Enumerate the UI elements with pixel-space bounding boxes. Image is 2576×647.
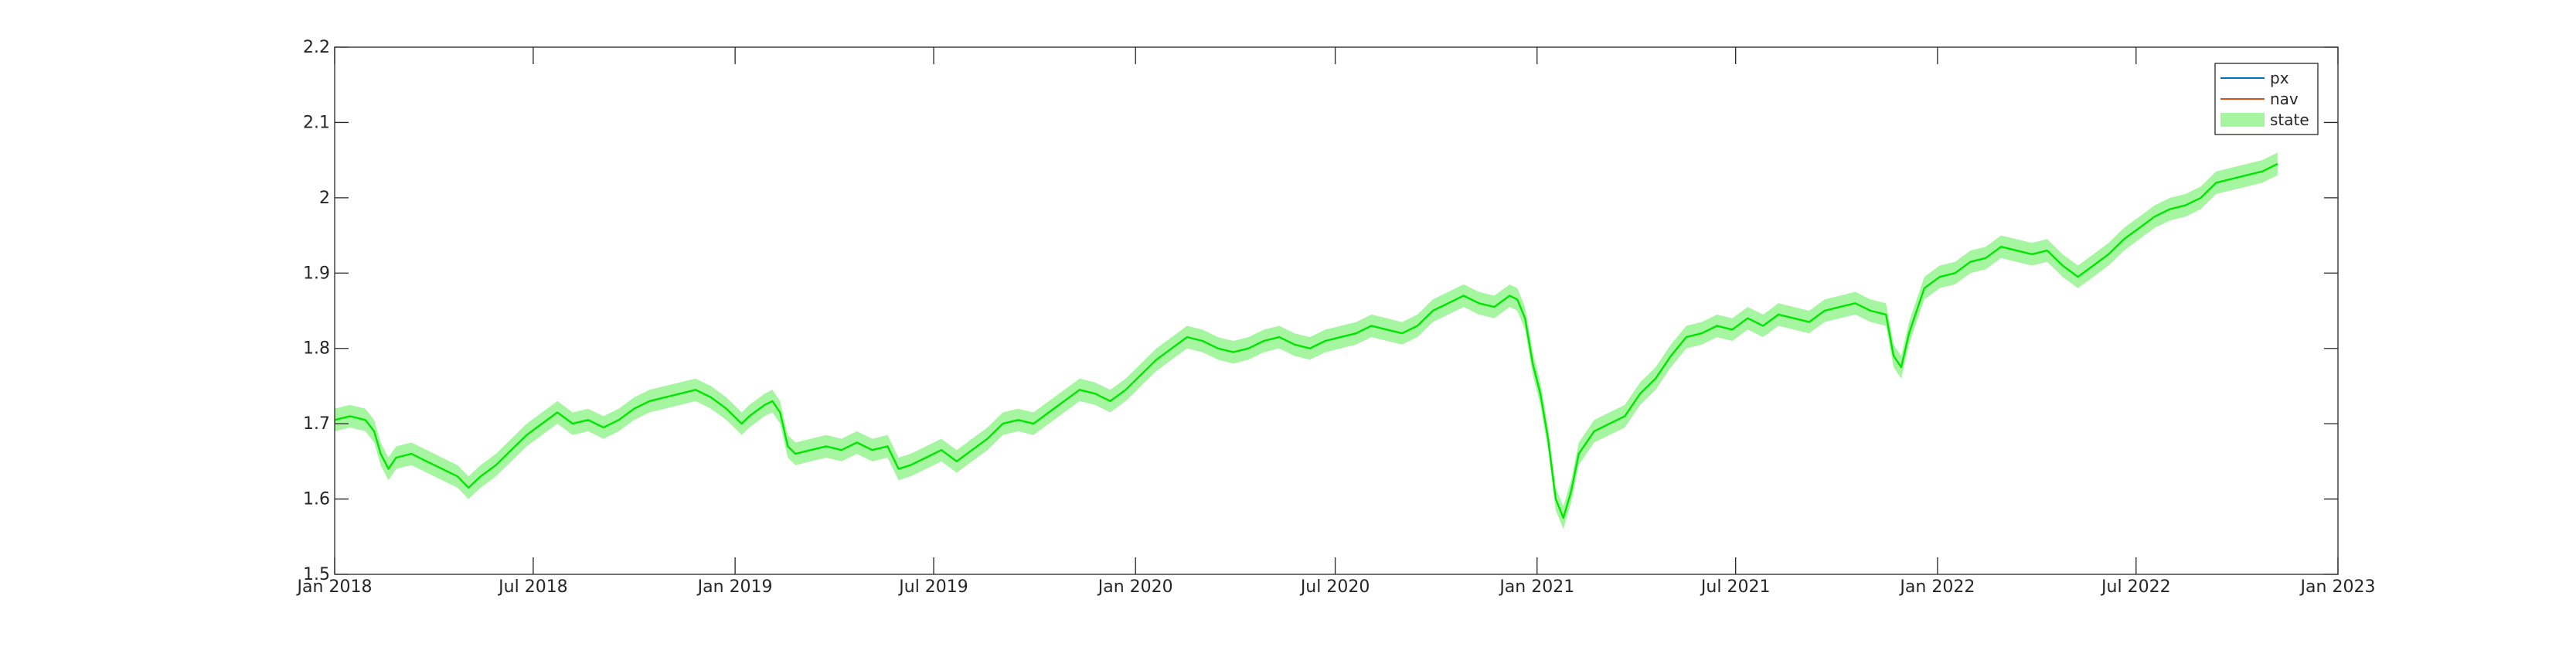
y-tick-label: 1.8 — [303, 339, 330, 359]
x-tick-label: Jul 2022 — [2100, 577, 2171, 597]
legend-swatch-state — [2220, 113, 2265, 127]
axes-box — [334, 46, 2339, 575]
plot-area: 1.5 1.6 1.7 1.8 1.9 2 2.1 2.2 Jan 2018 Jul 2018 Ja… — [296, 38, 2376, 597]
x-tick-label: Jan 2019 — [696, 577, 773, 597]
x-tick-label: Jul 2021 — [1700, 577, 1771, 597]
series-state-band — [335, 152, 2278, 530]
x-tick-label: Jul 2019 — [897, 577, 968, 597]
x-tick-label: Jan 2018 — [296, 577, 373, 597]
x-tick-label: Jan 2021 — [1498, 577, 1574, 597]
x-tick-label: Jan 2020 — [1097, 577, 1173, 597]
y-tick-label: 1.5 — [303, 565, 330, 584]
x-tick-label: Jan 2023 — [2299, 577, 2376, 597]
series-state-line — [334, 162, 2278, 519]
x-tick-label: Jul 2020 — [1299, 577, 1370, 597]
y-tick-label: 2.2 — [303, 38, 330, 57]
y-tick-label: 1.7 — [303, 414, 330, 434]
y-tick-label: 2.1 — [303, 113, 330, 132]
x-tick-label: Jan 2022 — [1898, 577, 1975, 597]
legend-label-px: px — [2270, 69, 2289, 87]
legend-label-nav: nav — [2270, 90, 2299, 108]
legend-label-state: state — [2270, 111, 2309, 129]
y-tick-label: 1.9 — [303, 264, 330, 283]
x-tick-label: Jul 2018 — [497, 577, 568, 597]
y-tick-label: 2 — [319, 189, 330, 208]
legend: px nav state — [2214, 63, 2319, 135]
y-tick-label: 1.6 — [303, 490, 330, 509]
